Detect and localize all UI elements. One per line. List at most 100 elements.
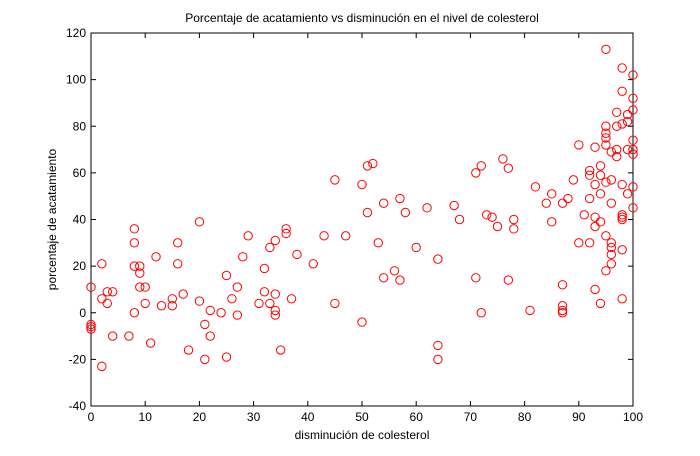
data-point	[530, 182, 541, 192]
data-point	[584, 165, 595, 176]
data-point	[362, 207, 373, 218]
data-point	[568, 175, 579, 185]
data-point	[400, 207, 411, 218]
plot-area	[90, 32, 634, 407]
data-point	[362, 161, 373, 171]
data-point	[378, 273, 389, 283]
data-point	[557, 305, 568, 316]
data-point	[601, 140, 611, 150]
data-point	[574, 140, 584, 150]
data-point	[601, 44, 611, 55]
y-axis-ticks: -40 -20 0 20 40 60 80 100 120	[66, 26, 633, 413]
data-point	[227, 294, 237, 304]
data-point	[395, 275, 405, 285]
data-point	[308, 259, 318, 269]
data-point	[584, 238, 595, 248]
data-point	[628, 70, 638, 80]
data-point	[378, 198, 389, 208]
data-point	[221, 270, 232, 281]
data-point	[476, 161, 486, 171]
data-point	[471, 168, 481, 178]
data-point	[243, 231, 253, 241]
data-point	[606, 238, 617, 248]
data-point	[622, 144, 633, 155]
data-point	[612, 144, 622, 155]
data-point	[601, 231, 611, 241]
data-point	[601, 133, 611, 143]
data-point	[200, 319, 210, 330]
data-point	[595, 161, 606, 171]
data-point	[129, 308, 140, 318]
data-point	[601, 121, 611, 131]
y-tick-label: 80	[73, 119, 87, 133]
data-point	[140, 282, 150, 292]
x-tick-label: 90	[572, 410, 586, 424]
data-point	[487, 212, 497, 222]
data-point	[612, 107, 622, 117]
data-point	[622, 109, 633, 120]
data-point	[612, 121, 622, 131]
data-point	[584, 170, 595, 180]
data-point	[265, 242, 275, 253]
data-point	[628, 135, 638, 145]
data-point	[606, 175, 617, 185]
data-point	[167, 294, 178, 304]
data-point	[606, 198, 617, 208]
data-point	[140, 298, 150, 309]
data-point	[590, 221, 600, 232]
data-point	[622, 189, 633, 199]
data-point	[422, 203, 432, 213]
data-point	[595, 217, 606, 227]
y-tick-label: 120	[66, 26, 86, 40]
data-point	[265, 298, 275, 309]
data-point	[330, 298, 340, 309]
data-point	[86, 282, 96, 292]
data-point	[503, 163, 514, 173]
x-axis-label: disminución de colesterol	[295, 428, 430, 442]
data-point	[107, 287, 118, 297]
data-point	[590, 284, 600, 295]
data-point	[541, 198, 551, 208]
data-point	[151, 252, 161, 262]
y-tick-label: 40	[73, 213, 87, 227]
data-point	[205, 305, 215, 316]
data-point	[281, 224, 291, 234]
x-tick-label: 40	[301, 410, 315, 424]
data-point	[590, 179, 600, 190]
data-point	[509, 214, 519, 225]
data-point	[357, 179, 367, 190]
data-point	[368, 158, 378, 169]
x-tick-label: 30	[247, 410, 261, 424]
x-tick-label: 80	[518, 410, 532, 424]
data-point	[628, 149, 638, 159]
data-point	[433, 340, 443, 351]
data-point	[476, 308, 486, 318]
data-point	[145, 338, 156, 348]
y-tick-label: 20	[73, 259, 87, 273]
data-point	[590, 212, 600, 222]
x-tick-label: 70	[464, 410, 478, 424]
data-point	[254, 298, 264, 309]
data-point	[341, 231, 351, 241]
data-point	[135, 282, 145, 292]
data-point	[557, 301, 568, 311]
data-point	[259, 263, 270, 274]
data-point	[622, 116, 633, 127]
data-point	[205, 331, 215, 341]
data-point	[617, 214, 627, 225]
data-point	[579, 210, 589, 220]
data-point	[563, 193, 573, 204]
x-tick-label: 60	[410, 410, 424, 424]
data-point	[492, 221, 503, 232]
data-point	[389, 266, 400, 276]
x-tick-label: 100	[623, 410, 643, 424]
data-point	[232, 310, 243, 320]
data-point	[595, 298, 606, 309]
data-point	[547, 217, 557, 227]
data-point	[509, 224, 519, 234]
data-point	[232, 282, 243, 292]
y-tick-label: 0	[79, 306, 86, 320]
data-point	[628, 203, 638, 213]
data-point	[86, 324, 96, 334]
